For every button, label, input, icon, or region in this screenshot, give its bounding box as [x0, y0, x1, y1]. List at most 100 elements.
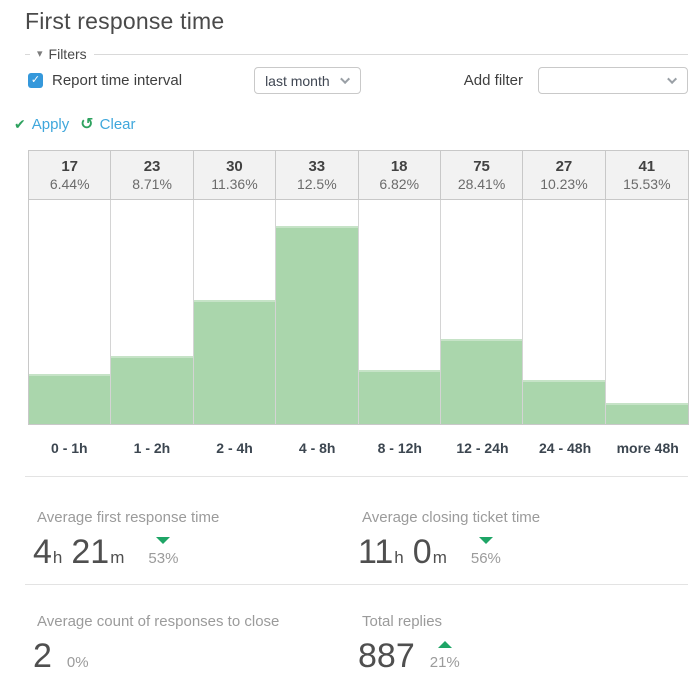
filters-legend[interactable]: ▾ Filters — [30, 46, 94, 62]
filters-row: ✓ Report time interval last month Add fi… — [25, 55, 688, 94]
chart-header-row: 17 6.44% 23 8.71% 30 11.36% 33 12.5% 18 6.82% 75 28… — [28, 150, 689, 200]
x-axis-label: 2 - 4h — [216, 440, 253, 456]
chart-bar — [358, 370, 440, 424]
x-axis-label: 8 - 12h — [377, 440, 422, 456]
chart-column — [440, 200, 524, 424]
chart-bar — [29, 374, 111, 424]
chart-header-cell: 33 12.5% — [276, 151, 359, 199]
bucket-percent: 11.36% — [211, 176, 258, 192]
chart-bar — [193, 300, 276, 424]
x-axis-label: 24 - 48h — [538, 440, 592, 456]
add-filter-label: Add filter — [463, 72, 523, 89]
bucket-count: 23 — [143, 158, 161, 175]
chart-bar — [605, 403, 688, 424]
bucket-percent: 10.23% — [540, 176, 588, 192]
stat-value: 2 0% — [25, 638, 350, 674]
clear-button[interactable]: ↺ Clear — [80, 116, 135, 133]
stat-unit: h — [52, 548, 63, 567]
stat-value: 887 21% — [350, 638, 700, 674]
bucket-count: 18 — [390, 158, 408, 175]
trend-up-icon — [437, 641, 452, 648]
stat-change: 21% — [430, 641, 460, 671]
interval-select-value: last month — [265, 72, 330, 89]
chart-header-cell: 30 11.36% — [194, 151, 277, 199]
x-axis-label: 1 - 2h — [133, 440, 171, 456]
chart-column — [193, 200, 277, 424]
clear-label: Clear — [99, 116, 136, 133]
x-axis-label: 4 - 8h — [298, 440, 336, 456]
stats-row: Average count of responses to close 2 0% To… — [25, 585, 700, 674]
apply-button[interactable]: ✔ Apply — [14, 116, 69, 133]
chart-header-cell: 17 6.44% — [29, 151, 112, 199]
stat-value: 11 h 0 m 56% — [350, 534, 700, 570]
chevron-down-icon — [667, 74, 678, 85]
bucket-count: 27 — [555, 158, 573, 175]
chart-column — [29, 200, 112, 424]
chart-bar — [276, 226, 358, 424]
stat-change: 56% — [471, 537, 501, 567]
stat-value: 4 h 21 m 53% — [25, 534, 350, 570]
x-axis-label: more 48h — [616, 440, 679, 456]
check-icon: ✔ — [14, 116, 26, 132]
bucket-percent: 15.53% — [623, 176, 671, 192]
stat-card: Average count of responses to close 2 0% — [25, 613, 350, 674]
add-filter-group: Add filter — [464, 67, 688, 94]
divider — [25, 476, 688, 477]
chart-header-cell: 75 28.41% — [441, 151, 524, 199]
stat-label: Average count of responses to close — [37, 613, 280, 630]
divider — [25, 584, 688, 585]
stat-number: 887 — [358, 637, 415, 675]
chart-column — [605, 200, 688, 424]
trend-down-icon — [478, 537, 493, 544]
stat-number: 11 — [358, 533, 394, 571]
undo-icon: ↺ — [80, 115, 94, 133]
bucket-count: 30 — [226, 158, 243, 175]
stat-number: 21 — [71, 533, 110, 571]
stat-change: 53% — [148, 537, 178, 567]
bucket-percent: 6.44% — [49, 176, 90, 192]
stats-row: Average first response time 4 h 21 m 53% Avera… — [25, 477, 700, 584]
bucket-count: 17 — [61, 158, 79, 175]
stat-number: 4 — [33, 533, 52, 571]
bucket-percent: 28.41% — [457, 176, 506, 192]
chart-header-cell: 41 15.53% — [606, 151, 688, 199]
stat-unit: m — [432, 548, 447, 567]
page-title: First response time — [25, 8, 225, 34]
report-time-interval-option[interactable]: ✓ Report time interval — [28, 72, 182, 89]
filters-legend-label: Filters — [48, 46, 87, 62]
stat-unit: m — [110, 548, 125, 567]
chart-header-cell: 23 8.71% — [111, 151, 194, 199]
stat-unit: h — [394, 548, 404, 567]
stat-label: Average first response time — [37, 509, 220, 526]
bucket-count: 33 — [308, 158, 326, 175]
x-axis-label: 0 - 1h — [51, 440, 88, 456]
stat-card: Total replies 887 21% — [350, 613, 700, 674]
chart-column — [358, 200, 441, 424]
report-page: First response time ▾ Filters ✓ Report t… — [0, 8, 700, 681]
stat-card: Average first response time 4 h 21 m 53% — [25, 509, 350, 570]
report-time-interval-label: Report time interval — [52, 72, 183, 89]
interval-select[interactable]: last month — [254, 67, 362, 94]
stat-change: 0% — [66, 654, 89, 671]
bucket-percent: 12.5% — [296, 176, 337, 192]
apply-label: Apply — [31, 116, 70, 133]
response-time-chart: 17 6.44% 23 8.71% 30 11.36% 33 12.5% 18 6.82% 75 28… — [28, 150, 689, 456]
filter-actions: ✔ Apply ↺ Clear — [14, 116, 700, 133]
chevron-down-icon — [340, 74, 351, 85]
stat-label: Total replies — [362, 613, 443, 630]
bucket-count: 41 — [638, 158, 656, 175]
chart-bar — [440, 339, 523, 424]
filters-panel: ▾ Filters ✓ Report time interval last mo… — [25, 46, 688, 94]
stat-number: 0 — [412, 533, 432, 571]
chart-column — [523, 200, 606, 424]
bucket-count: 75 — [473, 158, 490, 175]
bucket-percent: 8.71% — [132, 176, 172, 192]
trend-down-icon — [156, 537, 171, 544]
add-filter-select[interactable] — [538, 67, 688, 94]
chart-bar — [111, 356, 193, 424]
chart-axis-labels: 0 - 1h 1 - 2h 2 - 4h 4 - 8h 8 - 12h 12 - 24h 2… — [28, 425, 689, 456]
checkbox-checked-icon[interactable]: ✓ — [28, 73, 43, 88]
chart-column — [111, 200, 194, 424]
stat-number: 2 — [33, 637, 52, 675]
x-axis-label: 12 - 24h — [456, 440, 509, 456]
